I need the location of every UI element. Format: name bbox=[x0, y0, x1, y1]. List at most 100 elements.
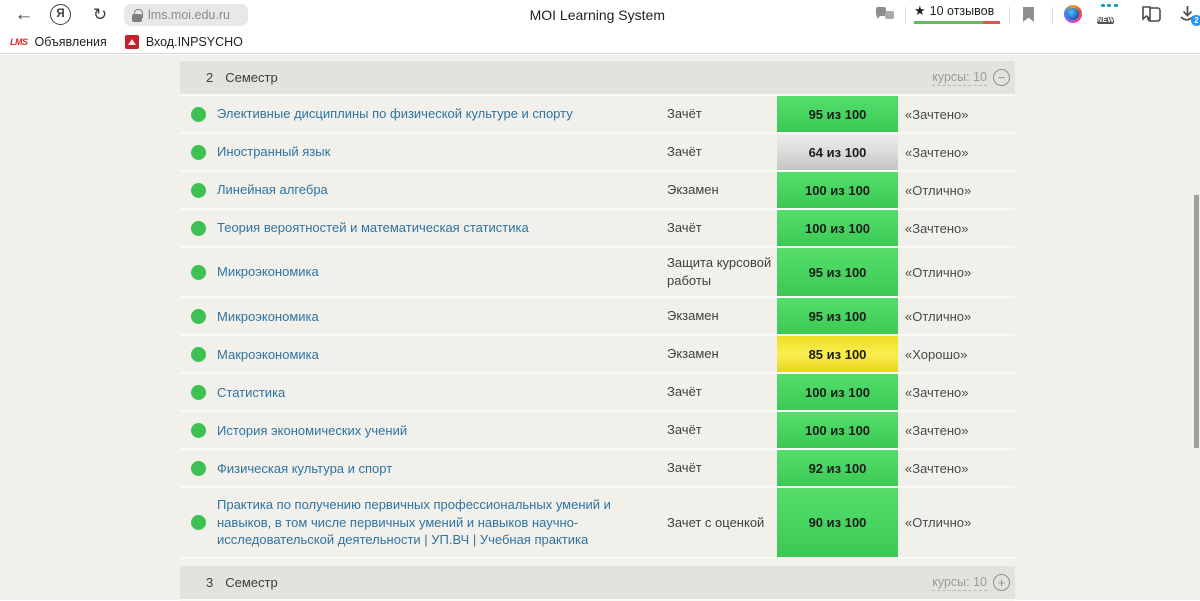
course-row: История экономических учений Зачёт 100 и… bbox=[180, 412, 1015, 451]
score-text: 64 из 100 bbox=[808, 144, 867, 160]
courses-count-link[interactable]: курсы: 10 bbox=[932, 574, 987, 591]
course-row: Статистика Зачёт 100 из 100 «Зачтено» bbox=[180, 374, 1015, 413]
assessment-type: Экзамен bbox=[667, 346, 719, 362]
score-text: 100 из 100 bbox=[804, 422, 871, 438]
status-dot-icon bbox=[191, 422, 206, 438]
course-link[interactable]: Элективные дисциплины по физической куль… bbox=[217, 106, 573, 122]
lms-favicon: LMS bbox=[10, 36, 28, 47]
lms-page: 2 Семестр курсы: 10 − Элективные дисципл… bbox=[0, 55, 1200, 601]
status-dot-icon bbox=[191, 384, 206, 400]
course-row: Микроэкономика Защита курсовой работы 95… bbox=[180, 248, 1015, 299]
course-row: Линейная алгебра Экзамен 100 из 100 «Отл… bbox=[180, 172, 1015, 210]
course-row: Элективные дисциплины по физической куль… bbox=[180, 96, 1015, 134]
rating-label: 10 отзывов bbox=[929, 4, 995, 18]
extension-new-icon[interactable]: NEW bbox=[1097, 4, 1121, 24]
toolbar-divider bbox=[1052, 7, 1053, 24]
score-text: 95 из 100 bbox=[808, 308, 867, 324]
grade-text: «Зачтено» bbox=[905, 460, 969, 476]
status-dot-icon bbox=[191, 346, 206, 362]
score-text: 95 из 100 bbox=[808, 106, 867, 122]
grade-text: «Отлично» bbox=[905, 515, 972, 531]
grade-text: «Хорошо» bbox=[905, 346, 968, 362]
grade-text: «Зачтено» bbox=[905, 144, 969, 160]
course-rows: Элективные дисциплины по физической куль… bbox=[180, 96, 1015, 560]
score-cell: 95 из 100 bbox=[777, 298, 898, 335]
status-dot-icon bbox=[191, 460, 206, 476]
grades-table: 2 Семестр курсы: 10 − Элективные дисципл… bbox=[180, 61, 1015, 601]
grade-text: «Зачтено» bbox=[905, 220, 969, 236]
toolbar-divider bbox=[1009, 7, 1010, 24]
bookmark-item-lms[interactable]: LMS Объявления bbox=[10, 35, 107, 49]
status-dot-icon bbox=[191, 220, 206, 236]
score-text: 85 из 100 bbox=[808, 346, 867, 362]
score-cell: 100 из 100 bbox=[777, 172, 898, 208]
course-link[interactable]: История экономических учений bbox=[217, 422, 408, 438]
course-row: Макроэкономика Экзамен 85 из 100 «Хорошо… bbox=[180, 336, 1015, 375]
score-text: 95 из 100 bbox=[808, 264, 867, 280]
assessment-type: Зачёт bbox=[667, 422, 702, 438]
course-link[interactable]: Микроэкономика bbox=[217, 308, 319, 324]
course-link[interactable]: Физическая культура и спорт bbox=[217, 460, 393, 476]
course-row: Микроэкономика Экзамен 95 из 100 «Отличн… bbox=[180, 298, 1015, 337]
semester-label: Семестр bbox=[225, 70, 278, 85]
url-text: lms.moi.edu.ru bbox=[148, 8, 230, 22]
course-link[interactable]: Теория вероятностей и математическая ста… bbox=[217, 220, 529, 236]
course-link[interactable]: Микроэкономика bbox=[217, 264, 319, 280]
chat-icon[interactable] bbox=[876, 6, 895, 22]
score-cell: 90 из 100 bbox=[777, 488, 898, 558]
back-button[interactable]: ← bbox=[12, 3, 36, 27]
score-cell: 92 из 100 bbox=[777, 450, 898, 487]
courses-count-link[interactable]: курсы: 10 bbox=[932, 69, 987, 86]
extension-orb-icon[interactable] bbox=[1064, 5, 1082, 23]
status-dot-icon bbox=[191, 144, 206, 160]
rating-bar bbox=[914, 21, 1000, 24]
address-bar[interactable]: lms.moi.edu.ru bbox=[124, 4, 248, 26]
refresh-button[interactable]: ↻ bbox=[88, 3, 112, 27]
score-cell: 100 из 100 bbox=[777, 210, 898, 246]
score-cell: 95 из 100 bbox=[777, 248, 898, 297]
assessment-type: Зачёт bbox=[667, 105, 702, 121]
course-link[interactable]: Макроэкономика bbox=[217, 346, 319, 362]
page-title: MOI Learning System bbox=[529, 7, 665, 23]
score-text: 90 из 100 bbox=[808, 515, 867, 531]
course-link[interactable]: Практика по получению первичных професси… bbox=[217, 497, 611, 548]
score-cell: 100 из 100 bbox=[777, 412, 898, 449]
assessment-type: Зачёт bbox=[667, 384, 702, 400]
yandex-browser-icon[interactable]: Я bbox=[50, 4, 71, 25]
grade-text: «Отлично» bbox=[905, 182, 972, 198]
bookmark-item-inpsycho[interactable]: Вход.INPSYCHO bbox=[124, 34, 243, 49]
assessment-type: Экзамен bbox=[667, 181, 719, 197]
course-link[interactable]: Линейная алгебра bbox=[217, 182, 328, 198]
assessment-type: Защита курсовой работы bbox=[667, 255, 772, 289]
course-link[interactable]: Иностранный язык bbox=[217, 144, 331, 160]
semester-number: 2 bbox=[206, 70, 214, 85]
score-text: 100 из 100 bbox=[804, 220, 871, 236]
score-cell: 95 из 100 bbox=[777, 96, 898, 132]
score-text: 92 из 100 bbox=[808, 460, 867, 476]
semester-2-header: 2 Семестр курсы: 10 − bbox=[180, 61, 1015, 96]
status-dot-icon bbox=[191, 106, 206, 122]
expand-icon[interactable]: + bbox=[993, 574, 1010, 592]
grade-text: «Зачтено» bbox=[905, 384, 969, 400]
status-dot-icon bbox=[191, 182, 206, 198]
scrollbar-thumb[interactable] bbox=[1194, 195, 1199, 448]
status-dot-icon bbox=[191, 308, 206, 324]
site-rating-button[interactable]: ★ 10 отзывов bbox=[914, 4, 1002, 24]
score-text: 100 из 100 bbox=[804, 182, 871, 198]
grade-text: «Отлично» bbox=[905, 308, 972, 324]
inpsycho-favicon bbox=[124, 34, 139, 49]
assessment-type: Зачёт bbox=[667, 143, 702, 159]
bookmarks-bar: LMS Объявления Вход.INPSYCHO bbox=[0, 30, 1200, 54]
grade-text: «Отлично» bbox=[905, 264, 972, 280]
collapse-icon[interactable]: − bbox=[993, 69, 1010, 86]
bookmark-icon[interactable] bbox=[1022, 7, 1035, 23]
score-cell: 85 из 100 bbox=[777, 336, 898, 373]
assessment-type: Зачёт bbox=[667, 460, 702, 476]
browser-toolbar: ← Я ↻ lms.moi.edu.ru MOI Learning System… bbox=[0, 0, 1200, 30]
star-icon: ★ bbox=[914, 3, 926, 18]
assessment-type: Экзамен bbox=[667, 308, 719, 324]
score-cell: 100 из 100 bbox=[777, 374, 898, 411]
course-link[interactable]: Статистика bbox=[217, 384, 286, 400]
collections-icon[interactable] bbox=[1140, 5, 1162, 24]
downloads-icon[interactable]: 2 bbox=[1179, 5, 1200, 26]
